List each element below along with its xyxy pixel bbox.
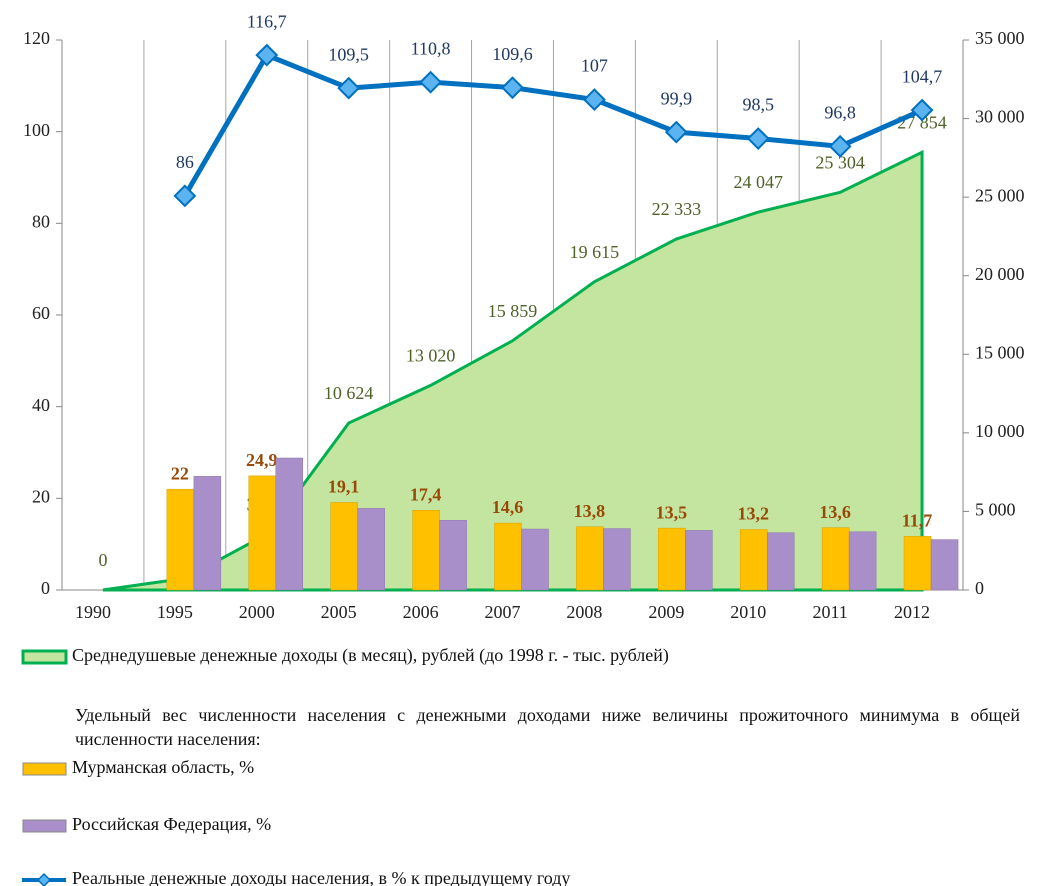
bar-value-label: 24,9	[246, 450, 278, 470]
line-value-label: 116,7	[247, 11, 287, 31]
y-tick-label: 120	[23, 28, 50, 48]
y2-tick-label: 0	[975, 578, 984, 598]
bar	[357, 508, 385, 591]
bar-value-label: 22	[171, 463, 189, 483]
line-value-label: 96,8	[824, 102, 856, 122]
bar	[658, 527, 686, 591]
y2-tick-label: 5 000	[975, 500, 1016, 520]
line	[182, 51, 924, 198]
bar	[685, 530, 713, 591]
bar-value-label: 13,8	[574, 501, 606, 521]
x-tick-label: 2009	[648, 602, 684, 622]
y-tick-label: 80	[32, 211, 50, 231]
line-marker	[828, 134, 852, 158]
bar-value-label: 14,6	[492, 497, 524, 517]
bar	[848, 531, 877, 591]
x-tick-label: 2011	[812, 602, 847, 622]
y2-tick-label: 35 000	[975, 28, 1025, 48]
legend-swatch	[21, 649, 68, 665]
x-tick-label: 2006	[403, 602, 439, 622]
line-value-label: 109,6	[492, 44, 533, 64]
line-marker	[664, 120, 688, 144]
area-value-label: 25 304	[815, 152, 865, 172]
legend-label: Среднедушевые денежные доходы (в месяц),…	[72, 645, 669, 666]
y-tick-label: 40	[32, 395, 50, 415]
y2-tick-label: 25 000	[975, 185, 1025, 205]
line-marker	[173, 184, 197, 208]
legend-label: Реальные денежные доходы населения, в % …	[72, 868, 570, 886]
area-value-label: 0	[98, 550, 107, 570]
line-value-label: 107	[581, 56, 608, 76]
bar-value-label: 19,1	[328, 477, 360, 497]
x-tick-label: 2005	[321, 602, 357, 622]
x-tick-label: 2000	[239, 602, 275, 622]
area-value-label: 19 615	[570, 242, 620, 262]
line-marker	[419, 70, 443, 94]
x-tick-label: 2010	[730, 602, 766, 622]
y2-tick-label: 15 000	[975, 342, 1025, 362]
line-marker	[746, 127, 770, 150]
y-tick-label: 60	[32, 303, 50, 323]
line-marker	[501, 76, 524, 100]
bar	[603, 528, 631, 591]
bar	[166, 488, 195, 591]
bar	[930, 539, 959, 591]
bar	[248, 475, 277, 591]
bar-value-label: 13,2	[737, 504, 769, 524]
y-tick-label: 0	[41, 578, 50, 598]
area-value-label: 13 020	[406, 346, 456, 366]
area-value-label: 10 624	[324, 383, 374, 403]
bar	[439, 520, 467, 591]
bar	[739, 529, 768, 591]
line-value-label: 98,5	[742, 95, 774, 115]
bar	[275, 457, 304, 591]
bar	[330, 502, 358, 591]
legend-swatch	[22, 819, 67, 833]
line-value-label: 110,8	[411, 38, 451, 58]
line-value-label: 99,9	[661, 88, 693, 108]
x-tick-label: 2012	[894, 602, 930, 622]
bar	[412, 510, 440, 591]
legend-label: Российская Федерация, %	[72, 814, 271, 834]
legend-swatch	[22, 762, 67, 776]
x-tick-label: 2008	[566, 602, 602, 622]
bar	[494, 522, 522, 591]
bar-value-label: 17,4	[410, 484, 442, 504]
line-marker	[582, 88, 606, 111]
bar	[576, 526, 604, 591]
legend-swatch-marker	[36, 872, 52, 886]
bar	[821, 527, 850, 591]
bar-value-label: 13,6	[819, 502, 851, 522]
bar	[903, 536, 932, 591]
bar	[521, 528, 549, 591]
line-marker	[255, 43, 279, 67]
line-marker	[910, 98, 934, 122]
y2-tick-label: 10 000	[975, 421, 1025, 441]
x-tick-label: 2007	[485, 602, 521, 622]
area-value-label: 24 047	[733, 172, 783, 192]
legend-note: Удельный вес численности населения с ден…	[75, 705, 1020, 749]
y-tick-label: 100	[23, 120, 50, 140]
area-value-label: 15 859	[488, 301, 538, 321]
line-value-label: 86	[176, 152, 194, 172]
legend-label: Мурманская область, %	[72, 757, 254, 777]
bar-value-label: 13,5	[656, 502, 688, 522]
bar	[193, 476, 222, 591]
line-marker	[337, 76, 361, 100]
line-value-label: 109,5	[328, 44, 369, 64]
y2-tick-label: 20 000	[975, 264, 1025, 284]
bar	[766, 532, 795, 591]
line-value-label: 104,7	[902, 66, 943, 86]
x-tick-label: 1990	[75, 602, 111, 622]
y2-tick-label: 30 000	[975, 107, 1025, 127]
y-tick-label: 20	[32, 486, 50, 506]
x-tick-label: 1995	[157, 602, 193, 622]
bar-value-label: 11,7	[902, 511, 933, 531]
area-value-label: 22 333	[652, 199, 702, 219]
